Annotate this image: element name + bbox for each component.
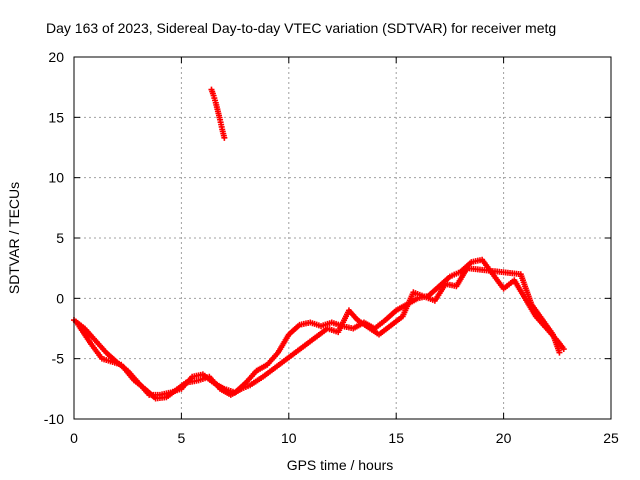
y-axis-label: SDTVAR / TECUs [6, 182, 22, 294]
x-tick-label: 15 [388, 430, 404, 446]
y-tick-label: -5 [52, 351, 65, 367]
y-tick-label: -10 [44, 411, 64, 427]
data-point [560, 346, 567, 353]
data-points [71, 86, 567, 402]
x-tick-label: 20 [496, 430, 512, 446]
series-main-track [71, 256, 567, 398]
grid-lines [74, 57, 611, 419]
data-point [221, 134, 228, 141]
x-tick-label: 25 [603, 430, 619, 446]
series-secondary-track [75, 265, 563, 402]
x-tick-label: 0 [70, 430, 78, 446]
data-point [556, 349, 563, 356]
tick-labels: 0 5 10 15 20 25 -10 -5 0 5 10 15 20 [44, 49, 619, 446]
x-tick-label: 5 [178, 430, 186, 446]
y-tick-label: 20 [48, 49, 64, 65]
y-tick-label: 15 [48, 109, 64, 125]
plot-frame [73, 56, 612, 420]
x-axis-label: GPS time / hours [287, 457, 394, 473]
y-tick-label: 5 [56, 230, 64, 246]
y-tick-label: 0 [56, 290, 64, 306]
series-outlier-segment [208, 86, 228, 141]
chart-title: Day 163 of 2023, Sidereal Day-to-day VTE… [46, 20, 556, 36]
y-tick-label: 10 [48, 170, 64, 186]
x-tick-label: 10 [281, 430, 297, 446]
